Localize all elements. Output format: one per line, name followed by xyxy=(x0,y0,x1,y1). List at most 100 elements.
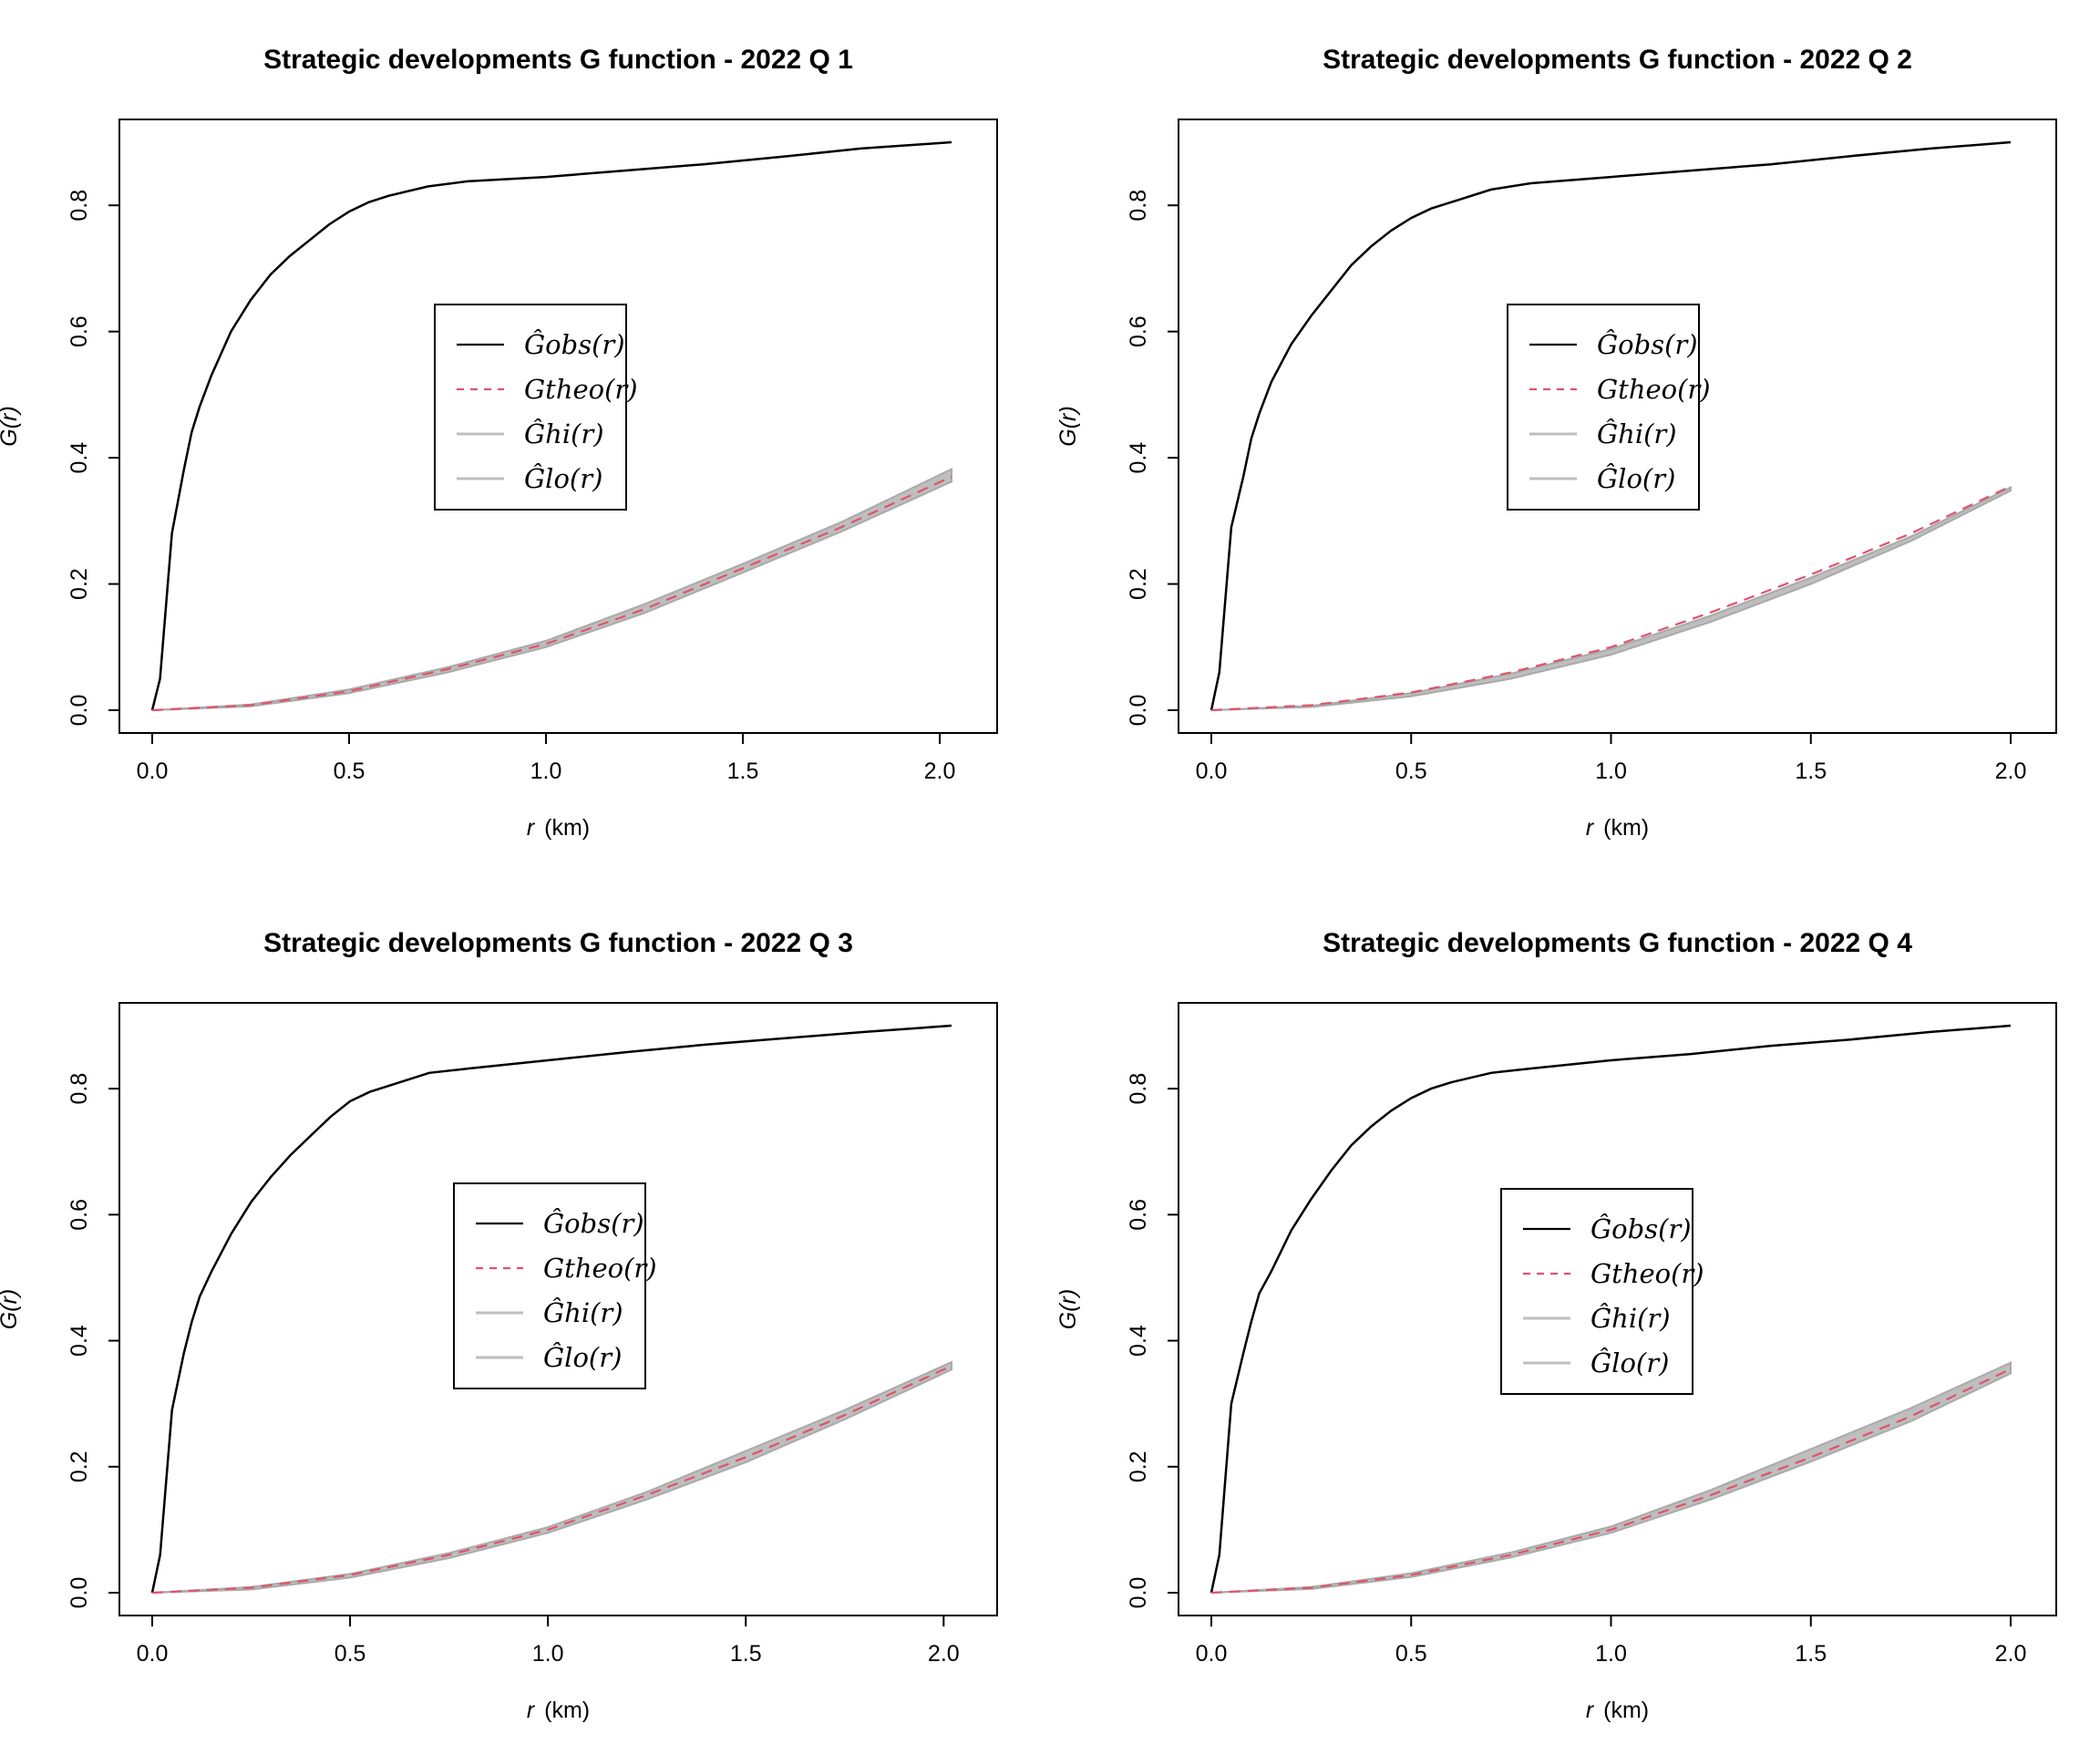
x-tick-label: 2.0 xyxy=(1995,759,2027,784)
x-tick-label: 1.5 xyxy=(1795,759,1827,784)
x-tick-label: 1.5 xyxy=(727,759,759,784)
y-tick-label: 0.2 xyxy=(1126,1450,1151,1482)
y-tick-label: 0.2 xyxy=(67,568,92,600)
x-axis-label: r (km) xyxy=(1586,1698,1649,1723)
x-tick-label: 2.0 xyxy=(928,1641,960,1667)
y-tick-label: 0.0 xyxy=(67,695,92,727)
series-line-theo xyxy=(1210,485,2012,712)
x-tick-label: 0.0 xyxy=(137,759,169,784)
x-tick-label: 0.0 xyxy=(1196,759,1228,784)
x-axis-label: r (km) xyxy=(527,1698,590,1723)
y-tick-label: 0.4 xyxy=(67,1325,92,1357)
legend-label-hi: Ĝhi(r) xyxy=(1590,1302,1671,1334)
y-tick-label: 0.6 xyxy=(1126,315,1151,347)
series-line-obs xyxy=(1210,140,2012,711)
series-line-obs xyxy=(150,1024,952,1594)
legend-label-obs: Ĝobs(r) xyxy=(1597,328,1698,360)
x-tick-label: 1.0 xyxy=(1595,759,1627,784)
envelope-band xyxy=(151,468,952,711)
y-tick-label: 0.8 xyxy=(1126,190,1151,222)
legend-label-obs: Ĝobs(r) xyxy=(1590,1213,1692,1244)
y-tick-label: 0.0 xyxy=(1126,1577,1151,1609)
panel-1: Strategic developments G function - 2022… xyxy=(0,45,998,841)
x-tick-label: 1.0 xyxy=(532,1641,564,1667)
series-line-theo xyxy=(151,1365,952,1595)
x-axis-label-unit: (km) xyxy=(544,815,590,841)
panel-3: Strategic developments G function - 2022… xyxy=(0,928,998,1723)
x-axis-label-unit: (km) xyxy=(1603,1698,1649,1723)
y-tick-label: 0.8 xyxy=(67,1073,92,1105)
legend-label-lo: Ĝlo(r) xyxy=(543,1341,622,1373)
legend-box xyxy=(1500,1188,1693,1395)
y-tick-label: 0.8 xyxy=(1126,1073,1151,1105)
series-line-obs xyxy=(1210,1024,2012,1594)
x-tick-label: 1.5 xyxy=(730,1641,762,1667)
legend-label-obs: Ĝobs(r) xyxy=(524,328,625,360)
y-axis-label: G(r) xyxy=(0,1289,22,1329)
legend-label-theo: Gtheo(r) xyxy=(1590,1258,1704,1289)
legend-label-theo: Gtheo(r) xyxy=(1597,374,1711,405)
x-tick-label: 0.5 xyxy=(335,1641,366,1667)
legend: Ĝobs(r) Gtheo(r) Ĝhi(r) Ĝlo(r) xyxy=(1507,304,1711,511)
x-tick-label: 1.5 xyxy=(1795,1641,1827,1667)
y-tick-label: 0.8 xyxy=(67,190,92,222)
y-tick-label: 0.4 xyxy=(1126,1325,1151,1357)
y-tick-label: 0.2 xyxy=(1126,568,1151,600)
panel-title: Strategic developments G function - 2022… xyxy=(263,928,853,958)
legend-box xyxy=(1507,304,1700,511)
legend-label-lo: Ĝlo(r) xyxy=(1597,462,1675,494)
x-tick-label: 0.0 xyxy=(1196,1641,1228,1667)
panel-title: Strategic developments G function - 2022… xyxy=(1323,45,1912,75)
legend-label-lo: Ĝlo(r) xyxy=(524,462,602,494)
x-tick-label: 2.0 xyxy=(1995,1641,2027,1667)
legend: Ĝobs(r) Gtheo(r) Ĝhi(r) Ĝlo(r) xyxy=(1500,1188,1704,1395)
panel-4: Strategic developments G function - 2022… xyxy=(1055,928,2057,1723)
x-axis-label-var: r xyxy=(1586,815,1595,841)
x-axis-label-var: r xyxy=(1586,1698,1595,1723)
legend: Ĝobs(r) Gtheo(r) Ĝhi(r) Ĝlo(r) xyxy=(434,304,638,511)
x-tick-label: 1.0 xyxy=(1595,1641,1627,1667)
x-tick-label: 1.0 xyxy=(530,759,562,784)
series-line-theo xyxy=(151,475,952,712)
x-tick-label: 2.0 xyxy=(924,759,956,784)
x-tick-label: 0.5 xyxy=(1395,759,1427,784)
y-axis-label: G(r) xyxy=(0,406,22,446)
envelope-band xyxy=(1210,485,2012,711)
legend-label-lo: Ĝlo(r) xyxy=(1590,1347,1669,1378)
legend-box xyxy=(434,304,627,511)
x-axis-label-space xyxy=(1597,815,1603,841)
x-axis-label-var: r xyxy=(527,815,536,841)
x-axis-label-space xyxy=(538,815,544,841)
legend-label-hi: Ĝhi(r) xyxy=(543,1296,623,1328)
y-tick-label: 0.0 xyxy=(67,1577,92,1609)
x-axis-label-var: r xyxy=(527,1698,536,1723)
series-line-obs xyxy=(150,140,952,711)
y-tick-label: 0.4 xyxy=(67,442,92,474)
legend-box xyxy=(453,1182,646,1389)
legend-label-theo: Gtheo(r) xyxy=(524,374,638,405)
x-axis-label: r (km) xyxy=(527,815,590,841)
panel-title: Strategic developments G function - 2022… xyxy=(263,45,853,75)
x-axis-label: r (km) xyxy=(1586,815,1649,841)
x-axis-label-unit: (km) xyxy=(544,1698,590,1723)
y-tick-label: 0.6 xyxy=(1126,1199,1151,1231)
y-axis-label: G(r) xyxy=(1055,1289,1081,1329)
envelope-band xyxy=(1210,1361,2012,1594)
legend-label-obs: Ĝobs(r) xyxy=(543,1207,644,1239)
panel-title: Strategic developments G function - 2022… xyxy=(1323,928,1912,958)
legend-label-theo: Gtheo(r) xyxy=(543,1253,657,1284)
envelope-band xyxy=(151,1360,952,1594)
y-tick-label: 0.6 xyxy=(67,315,92,347)
legend-label-hi: Ĝhi(r) xyxy=(1597,418,1677,449)
y-tick-label: 0.2 xyxy=(67,1450,92,1482)
x-tick-label: 0.5 xyxy=(1395,1641,1427,1667)
y-axis-label: G(r) xyxy=(1055,406,1081,446)
y-tick-label: 0.6 xyxy=(67,1199,92,1231)
legend: Ĝobs(r) Gtheo(r) Ĝhi(r) Ĝlo(r) xyxy=(453,1182,657,1389)
x-tick-label: 0.0 xyxy=(137,1641,169,1667)
x-axis-label-unit: (km) xyxy=(1603,815,1649,841)
x-axis-label-space xyxy=(1597,1698,1603,1723)
panel-2: Strategic developments G function - 2022… xyxy=(1055,45,2057,841)
